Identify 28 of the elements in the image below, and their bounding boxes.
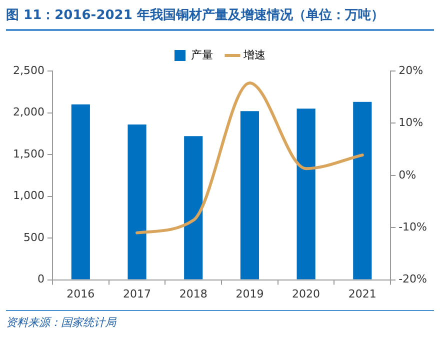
y2-tick-label: 10% — [398, 116, 424, 130]
bar — [128, 124, 146, 280]
bar — [71, 104, 90, 280]
y-tick-label: 1,500 — [12, 147, 44, 160]
y2-tick-label: -10% — [398, 220, 428, 234]
x-tick-label: 2021 — [348, 287, 376, 300]
y2-tick-label: 20% — [398, 64, 424, 77]
bar — [353, 102, 372, 280]
legend-label: 产量 — [191, 48, 213, 62]
y2-tick-label: 0% — [398, 168, 416, 182]
legend-label: 增速 — [242, 48, 266, 62]
line-series — [136, 82, 364, 234]
y-tick-label: 2,000 — [12, 106, 44, 119]
y-tick-label: 0 — [37, 272, 44, 286]
y-tick-label: 2,500 — [12, 64, 44, 77]
x-tick-label: 2019 — [236, 287, 264, 300]
bar — [240, 111, 260, 280]
x-tick-label: 2018 — [179, 287, 208, 300]
y2-tick-label: -20% — [398, 272, 428, 286]
bar — [184, 136, 203, 280]
text: 资料来源：国家统计局 — [6, 310, 434, 330]
bar — [296, 108, 316, 280]
x-tick-label: 2020 — [292, 287, 320, 300]
x-tick-label: 2016 — [66, 287, 95, 300]
chart-title: 图 11：2016-2021 年我国铜材产量及增速情况（单位：万吨） — [6, 6, 434, 31]
y-tick-label: 1,000 — [12, 189, 44, 202]
y-tick-label: 500 — [23, 230, 44, 244]
x-tick-label: 2017 — [123, 287, 152, 300]
